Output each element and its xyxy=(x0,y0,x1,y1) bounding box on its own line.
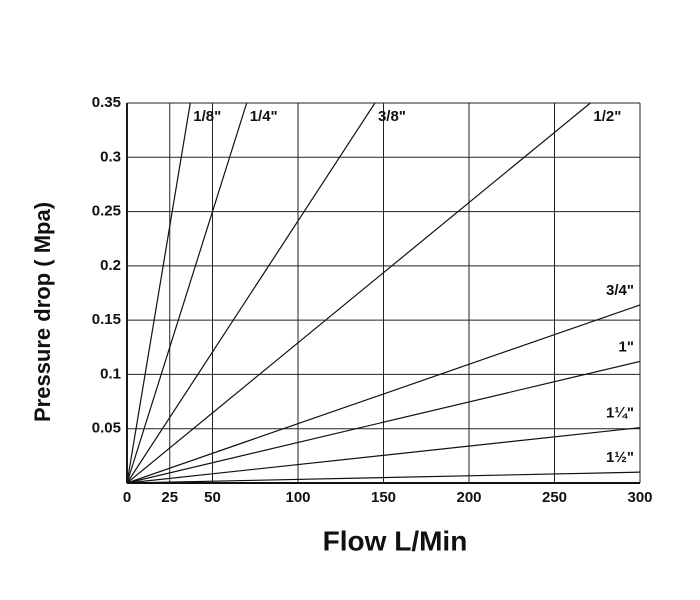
x-tick-label: 300 xyxy=(627,489,652,506)
y-tick-label: 0.15 xyxy=(92,311,121,328)
series-line xyxy=(126,360,641,484)
series-line xyxy=(126,102,191,484)
series-label: 1/2" xyxy=(593,108,621,125)
x-tick-label: 0 xyxy=(123,489,131,506)
series-line xyxy=(126,471,641,484)
y-tick-label: 0.1 xyxy=(100,365,121,382)
y-tick-label: 0.35 xyxy=(92,94,121,111)
series-label: 1¼" xyxy=(606,405,634,422)
series-line xyxy=(126,304,641,484)
y-tick-label: 0.2 xyxy=(100,257,121,274)
y-tick-label: 0.05 xyxy=(92,420,121,437)
x-tick-label: 250 xyxy=(542,489,567,506)
y-tick-label: 0.3 xyxy=(100,148,121,165)
y-axis-label: Pressure drop ( Mpa) xyxy=(30,202,55,422)
series-label: 3/4" xyxy=(606,282,634,299)
series-line xyxy=(126,102,248,484)
series-line xyxy=(126,102,376,484)
series-label: 1" xyxy=(619,338,634,355)
y-tick-label: 0.25 xyxy=(92,203,121,220)
x-tick-label: 50 xyxy=(204,489,221,506)
series-label: 3/8" xyxy=(378,108,406,125)
x-tick-label: 150 xyxy=(371,489,396,506)
x-tick-label: 100 xyxy=(285,489,310,506)
x-tick-label: 200 xyxy=(456,489,481,506)
x-tick-label: 25 xyxy=(161,489,178,506)
series-label: 1½" xyxy=(606,449,634,466)
series-line xyxy=(126,427,641,484)
series-label: 1/4" xyxy=(250,108,278,125)
x-axis-label: Flow L/Min xyxy=(323,525,468,556)
series-label: 1/8" xyxy=(193,108,221,125)
series-line xyxy=(126,102,591,484)
